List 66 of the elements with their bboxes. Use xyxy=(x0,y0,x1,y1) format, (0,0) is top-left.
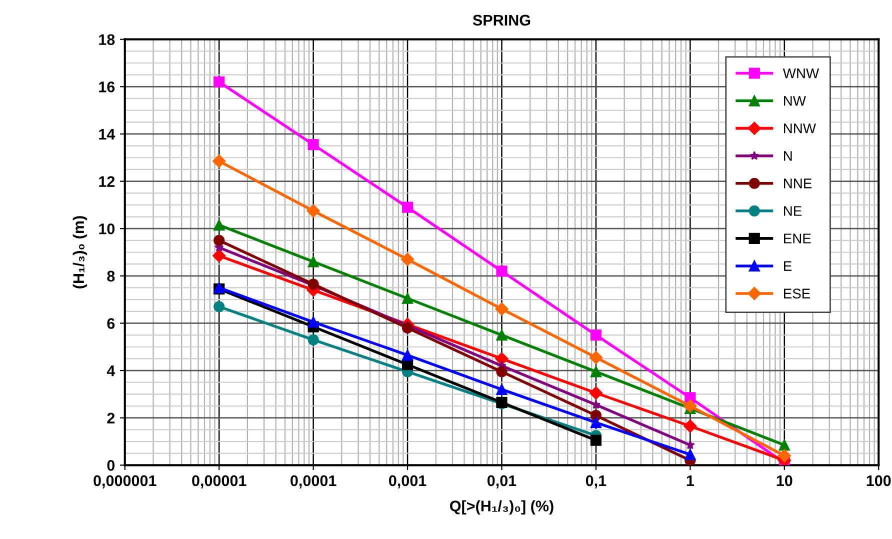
y-tick-label: 2 xyxy=(107,412,115,424)
point xyxy=(308,139,319,150)
y-tick-label: 0 xyxy=(107,460,115,471)
legend-label: WNW xyxy=(782,68,820,78)
point xyxy=(684,448,696,460)
point xyxy=(308,316,319,328)
point xyxy=(214,301,225,312)
legend-label: NW xyxy=(784,96,806,106)
point xyxy=(402,322,414,334)
point xyxy=(306,204,320,218)
legend-label: NNE xyxy=(784,178,812,188)
point xyxy=(308,334,319,346)
point xyxy=(496,329,508,341)
y-tick-label: 16 xyxy=(99,82,115,92)
point xyxy=(590,434,602,446)
point xyxy=(684,420,697,433)
legend-label: N xyxy=(784,151,792,161)
point xyxy=(214,76,225,88)
y-tick-label: 6 xyxy=(107,318,115,329)
point xyxy=(684,399,697,413)
point xyxy=(495,352,508,366)
legend-label: NE xyxy=(784,206,802,216)
x-tick-label: 1 xyxy=(686,475,694,486)
point xyxy=(686,440,695,450)
x-tick-label: 0,01 xyxy=(487,475,516,488)
point xyxy=(590,417,602,428)
point xyxy=(212,154,226,168)
x-tick-label: 0,000001 xyxy=(94,475,156,488)
y-tick-label: 10 xyxy=(99,223,115,234)
y-tick-label: 8 xyxy=(107,270,115,282)
x-tick-label: 0,00001 xyxy=(192,475,246,488)
point xyxy=(589,350,603,364)
point xyxy=(212,249,226,262)
point xyxy=(778,449,791,462)
point xyxy=(214,234,225,246)
legend-label: ESE xyxy=(784,288,810,298)
chart-title: SPRING xyxy=(472,14,530,26)
point xyxy=(590,366,602,378)
legend-label: ENE xyxy=(784,234,811,244)
x-tick-label: 0,1 xyxy=(586,475,606,488)
point xyxy=(590,329,602,341)
point xyxy=(402,292,414,304)
y-tick-label: 14 xyxy=(99,128,116,140)
point xyxy=(402,350,414,361)
point xyxy=(496,266,508,277)
y-tick-label: 4 xyxy=(106,366,116,376)
x-tick-label: 100 xyxy=(866,475,891,486)
x-axis-title: Q[>(H₁/₃)₀] (%) xyxy=(450,500,554,514)
x-tick-label: 10 xyxy=(776,475,792,486)
point xyxy=(591,400,601,409)
point xyxy=(400,252,414,266)
legend-label: E xyxy=(784,261,792,271)
y-tick-label: 18 xyxy=(99,34,115,46)
point xyxy=(214,219,225,231)
point xyxy=(495,302,508,316)
x-tick-label: 0,001 xyxy=(389,475,426,488)
point xyxy=(402,202,414,213)
legend-label: NNW xyxy=(784,124,816,134)
y-tick-label: 12 xyxy=(99,176,115,187)
point xyxy=(496,366,508,378)
point xyxy=(308,256,319,268)
point xyxy=(778,439,790,451)
y-axis-title: (H₁/₃)₀ (m) xyxy=(72,216,88,288)
x-tick-label: 0,0001 xyxy=(290,475,336,488)
point xyxy=(496,384,508,396)
point xyxy=(589,386,603,400)
